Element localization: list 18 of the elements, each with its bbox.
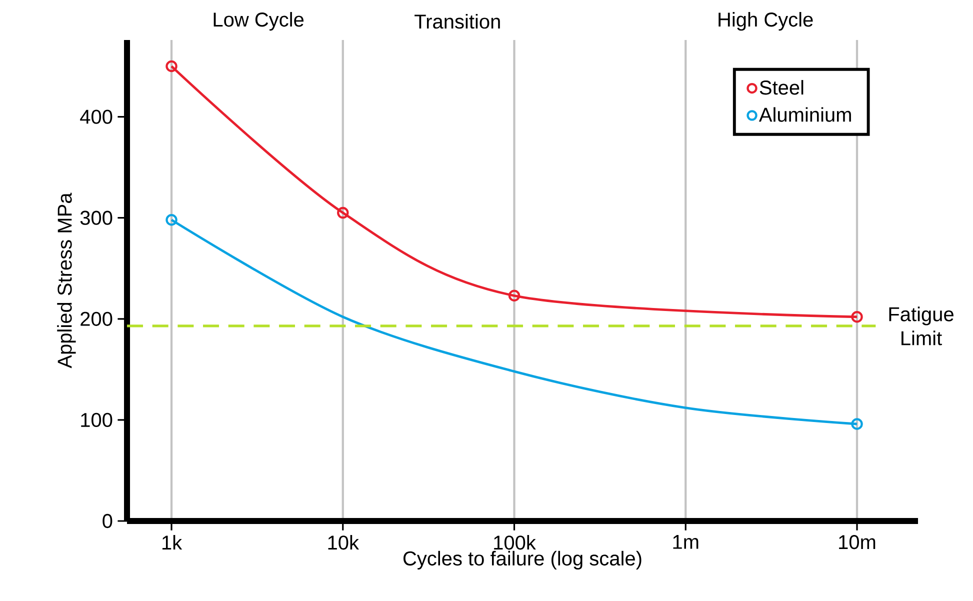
y-tick-label: 100 — [81, 412, 112, 428]
legend-label: Steel — [760, 80, 804, 95]
y-tick-label: 400 — [80, 110, 112, 124]
y-axis-title: Applied Stress MPa — [57, 192, 76, 368]
text: Transition — [414, 14, 500, 29]
x-tick-label: 10m — [839, 535, 876, 550]
x-axis-title: Cycles to failure (log scale) — [403, 550, 642, 570]
x-tick-label: 1k — [162, 535, 182, 550]
x-tick-label: 10k — [328, 535, 360, 550]
y-tick-label: 200 — [80, 312, 112, 326]
text: Low Cycle — [214, 12, 304, 31]
text: High Cycle — [718, 12, 813, 31]
legend-label: Aluminium — [758, 107, 851, 122]
y-tick-label: 300 — [80, 210, 112, 225]
ref-line-label: Fatigue Limit — [889, 306, 954, 346]
x-tick-label: 1m — [673, 535, 698, 549]
x-tick-label: 100k — [494, 535, 536, 550]
y-tick-label: 0 — [102, 514, 112, 528]
